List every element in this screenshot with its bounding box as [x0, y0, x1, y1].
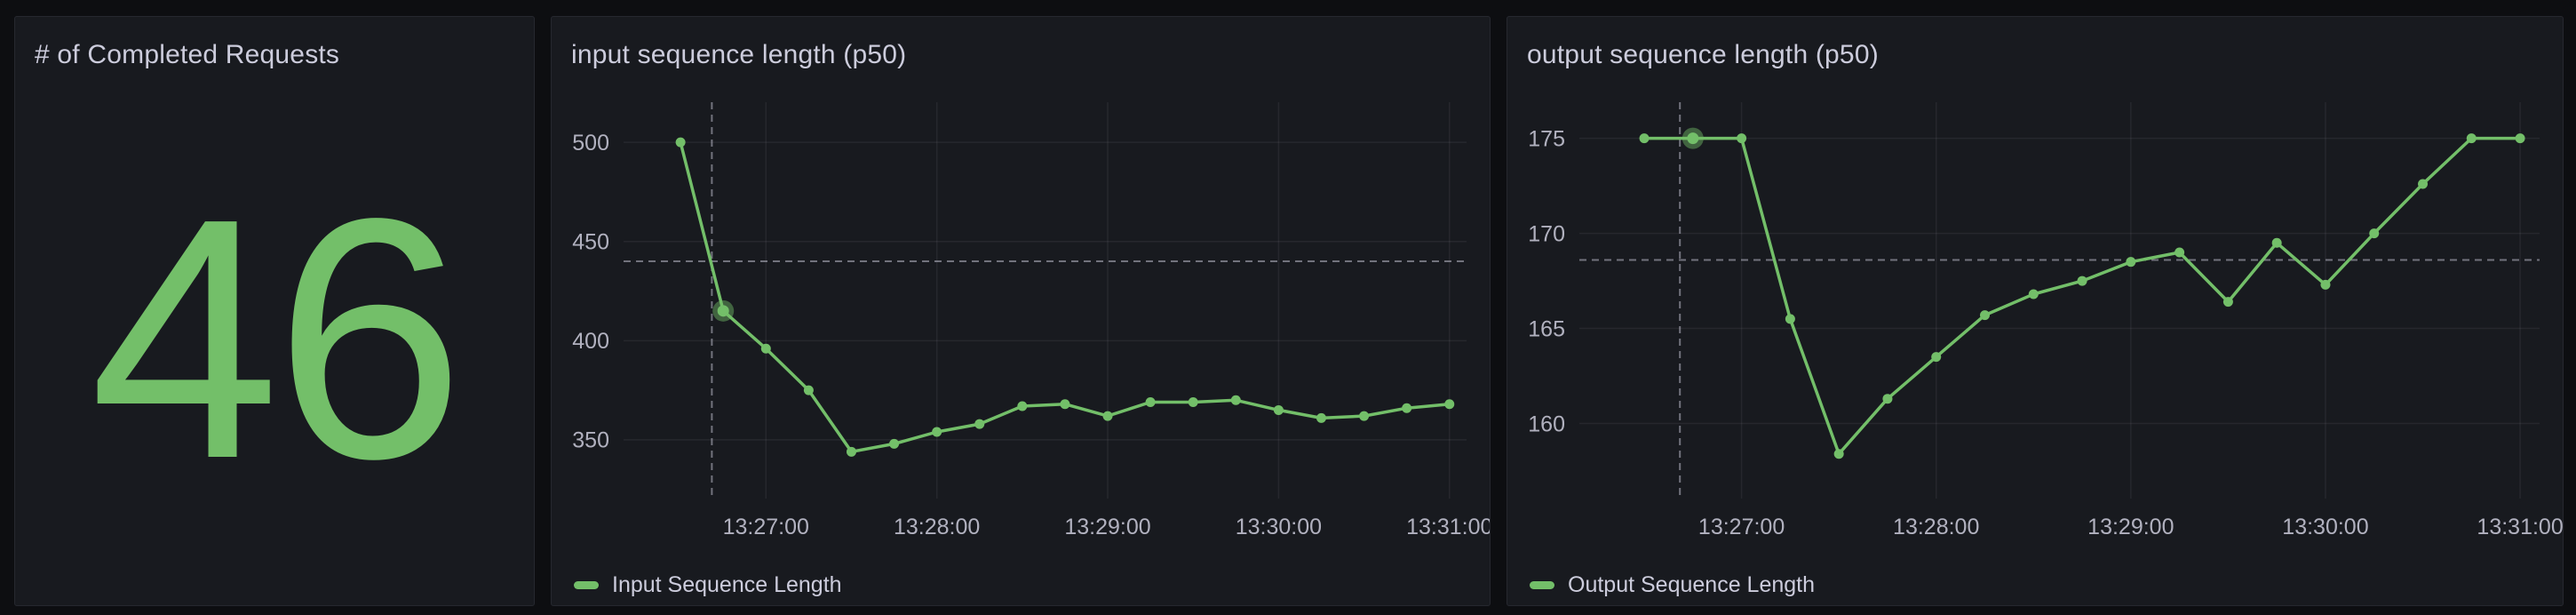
panel-title-completed-requests[interactable]: # of Completed Requests [35, 40, 340, 69]
output-sequence-length-chart[interactable]: 160 165 170 175 13:27:00 13:28:00 13:29:00 13:3… [1507, 17, 2563, 605]
svg-text:160: 160 [1528, 411, 1565, 436]
stat-value-container: 46 [15, 70, 534, 605]
svg-text:13:30:00: 13:30:00 [2282, 515, 2368, 539]
svg-text:500: 500 [572, 131, 609, 156]
panel-completed-requests: # of Completed Requests 46 [14, 16, 535, 606]
svg-text:350: 350 [572, 428, 609, 453]
panel-input-sequence-length: input sequence length (p50) 350 400 450 500… [551, 16, 1491, 606]
legend-color-pill [574, 580, 599, 589]
svg-text:450: 450 [572, 229, 609, 254]
legend-input-sequence-length[interactable]: Input Sequence Length [574, 571, 842, 598]
panel-title-input-sequence-length[interactable]: input sequence length (p50) [571, 40, 907, 69]
stat-value: 46 [89, 146, 465, 530]
panel-output-sequence-length: output sequence length (p50) 160 165 170 17… [1507, 16, 2564, 606]
legend-label: Input Sequence Length [612, 571, 842, 597]
legend-color-pill [1530, 580, 1554, 589]
svg-text:13:31:00: 13:31:00 [1406, 515, 1490, 539]
svg-text:13:28:00: 13:28:00 [1893, 515, 1979, 539]
svg-text:13:30:00: 13:30:00 [1236, 515, 1322, 539]
svg-text:400: 400 [572, 329, 609, 354]
svg-text:13:29:00: 13:29:00 [1064, 515, 1150, 539]
svg-text:175: 175 [1528, 126, 1565, 151]
legend-output-sequence-length[interactable]: Output Sequence Length [1530, 571, 1815, 598]
svg-text:13:31:00: 13:31:00 [2477, 515, 2563, 539]
svg-text:13:27:00: 13:27:00 [723, 515, 809, 539]
svg-text:13:27:00: 13:27:00 [1698, 515, 1785, 539]
svg-text:170: 170 [1528, 221, 1565, 246]
svg-text:165: 165 [1528, 316, 1565, 341]
svg-text:13:28:00: 13:28:00 [894, 515, 980, 539]
panel-title-output-sequence-length[interactable]: output sequence length (p50) [1527, 40, 1879, 69]
legend-label: Output Sequence Length [1568, 571, 1816, 597]
svg-text:13:29:00: 13:29:00 [2087, 515, 2174, 539]
input-sequence-length-chart[interactable]: 350 400 450 500 13:27:00 13:28:00 13:29:00 13:3… [552, 17, 1490, 605]
